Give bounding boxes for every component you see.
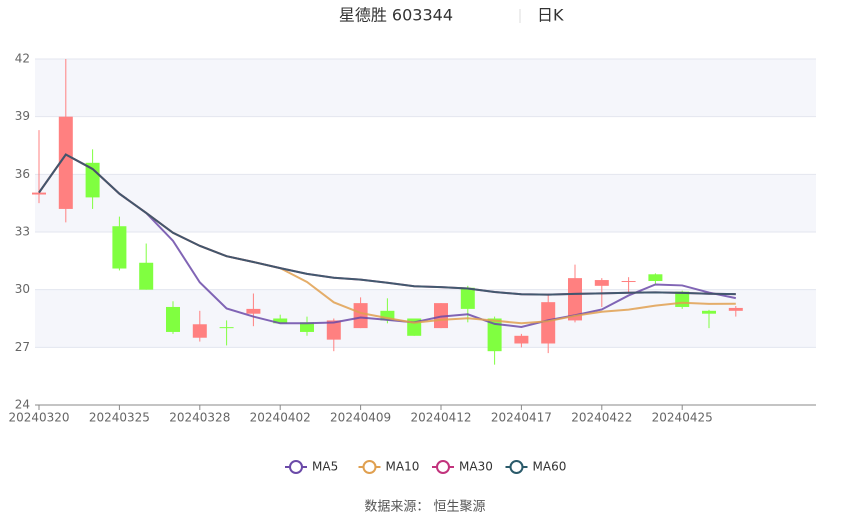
y-tick-label: 39 — [15, 109, 30, 123]
y-tick-label: 27 — [15, 340, 30, 354]
plot-band — [35, 174, 816, 232]
candle-body — [460, 287, 475, 309]
legend-label: MA30 — [459, 460, 493, 474]
candle-body — [32, 192, 46, 195]
x-tick-label: 20240328 — [169, 411, 230, 425]
legend-marker — [436, 460, 450, 474]
legend-marker — [509, 460, 524, 474]
ma-line — [38, 153, 736, 296]
x-tick-label: 20240409 — [330, 411, 391, 425]
candle-body — [594, 280, 609, 286]
x-tick-label: 20240412 — [410, 411, 471, 425]
y-tick-label: 24 — [15, 398, 30, 412]
candle-body — [541, 302, 556, 344]
legend-label: MA5 — [312, 460, 338, 474]
candle-body — [380, 310, 395, 321]
y-tick-label: 36 — [15, 167, 30, 181]
candle-body — [300, 322, 314, 332]
source-note: 数据来源： 恒生聚源 — [364, 500, 485, 515]
candle-body — [326, 320, 341, 340]
candle-body — [568, 278, 582, 321]
x-tick-label: 20240417 — [491, 411, 552, 425]
candle-body — [487, 318, 502, 352]
candle-body — [139, 262, 154, 290]
candle-body — [648, 274, 663, 282]
plot-band — [35, 289, 816, 348]
y-tick-label: 33 — [15, 225, 30, 239]
candle-body — [112, 226, 127, 269]
plot-band — [35, 59, 816, 117]
y-tick-label: 42 — [15, 52, 30, 66]
x-tick-label: 20240320 — [8, 411, 69, 425]
candle-body — [702, 310, 716, 314]
ma-line — [38, 153, 737, 328]
candle-body — [353, 303, 368, 329]
legend-marker — [289, 460, 303, 474]
legend-label: MA10 — [386, 460, 420, 474]
legend-marker — [362, 460, 377, 474]
candle-body — [621, 281, 636, 283]
legend-label: MA60 — [533, 460, 567, 474]
x-tick-label: 20240425 — [652, 411, 713, 425]
candle-body — [273, 318, 288, 324]
candle-body — [728, 307, 743, 311]
x-tick-label: 20240422 — [571, 411, 632, 425]
candle-body — [514, 335, 529, 344]
y-tick-label: 30 — [15, 282, 30, 296]
chart-subtitle: 日K — [537, 6, 564, 25]
candle-body — [58, 116, 73, 209]
candle-body — [246, 308, 261, 314]
candle-body — [192, 324, 207, 338]
candle-body — [219, 327, 234, 329]
x-tick-label: 20240402 — [250, 411, 311, 425]
candle-body — [166, 306, 180, 332]
x-tick-label: 20240325 — [89, 411, 150, 425]
chart-title: 星德胜 603344 — [339, 6, 453, 25]
